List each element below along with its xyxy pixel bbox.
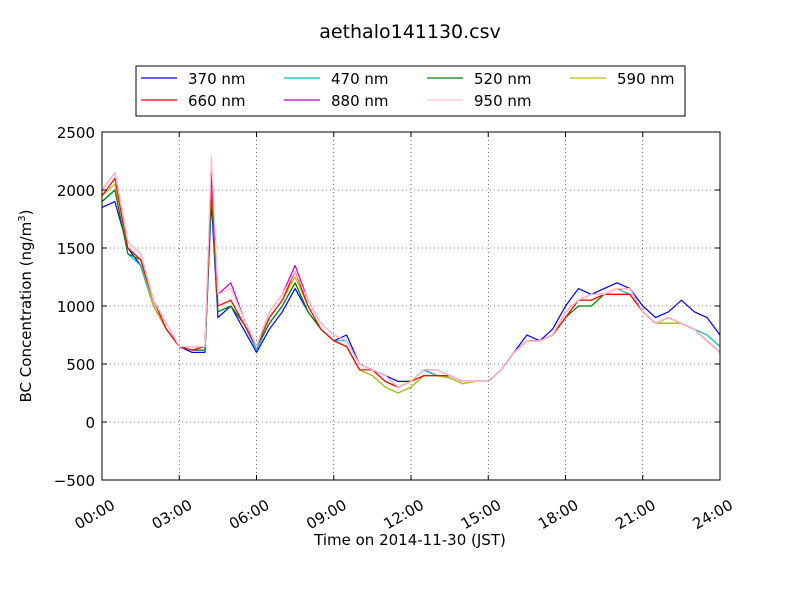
legend-label: 590 nm [617, 70, 675, 88]
legend-box [135, 65, 686, 117]
y-tick-label: 1000 [57, 298, 95, 316]
y-axis-label-superscript: 3 [17, 215, 28, 221]
chart-title: aethalo141130.csv [319, 21, 501, 43]
legend-label: 520 nm [474, 70, 532, 88]
legend-items: 370 nm 470 nm 520 nm 590 nm 660 nm 880 nm 950 … [141, 70, 675, 110]
y-tick-label: 500 [66, 356, 95, 374]
plot-frame [101, 131, 721, 481]
y-axis-label-close: ) [17, 210, 35, 216]
x-axis-label: Time on 2014-11-30 (JST) [313, 531, 506, 549]
legend: 370 nm 470 nm 520 nm 590 nm 660 nm 880 nm 950 … [135, 65, 686, 117]
legend-label: 660 nm [188, 92, 246, 110]
legend-label: 950 nm [474, 92, 532, 110]
legend-label: 470 nm [331, 70, 389, 88]
legend-label: 370 nm [188, 70, 246, 88]
y-axis-label: BC Concentration (ng/m3) [17, 210, 35, 403]
y-tick-label: 2000 [57, 182, 95, 200]
grid [102, 132, 720, 480]
series-lines [101, 154, 721, 394]
y-tick-label: 1500 [57, 240, 95, 258]
legend-label: 880 nm [331, 92, 389, 110]
y-tick-label: 2500 [57, 124, 95, 142]
y-tick-labels: −500 0 500 1000 1500 2000 2500 [54, 124, 95, 490]
series-line-950-nm [101, 154, 721, 388]
y-tick-label: −500 [54, 472, 95, 490]
y-axis-label-main: BC Concentration (ng/m [17, 222, 35, 403]
y-tick-label: 0 [85, 414, 95, 432]
